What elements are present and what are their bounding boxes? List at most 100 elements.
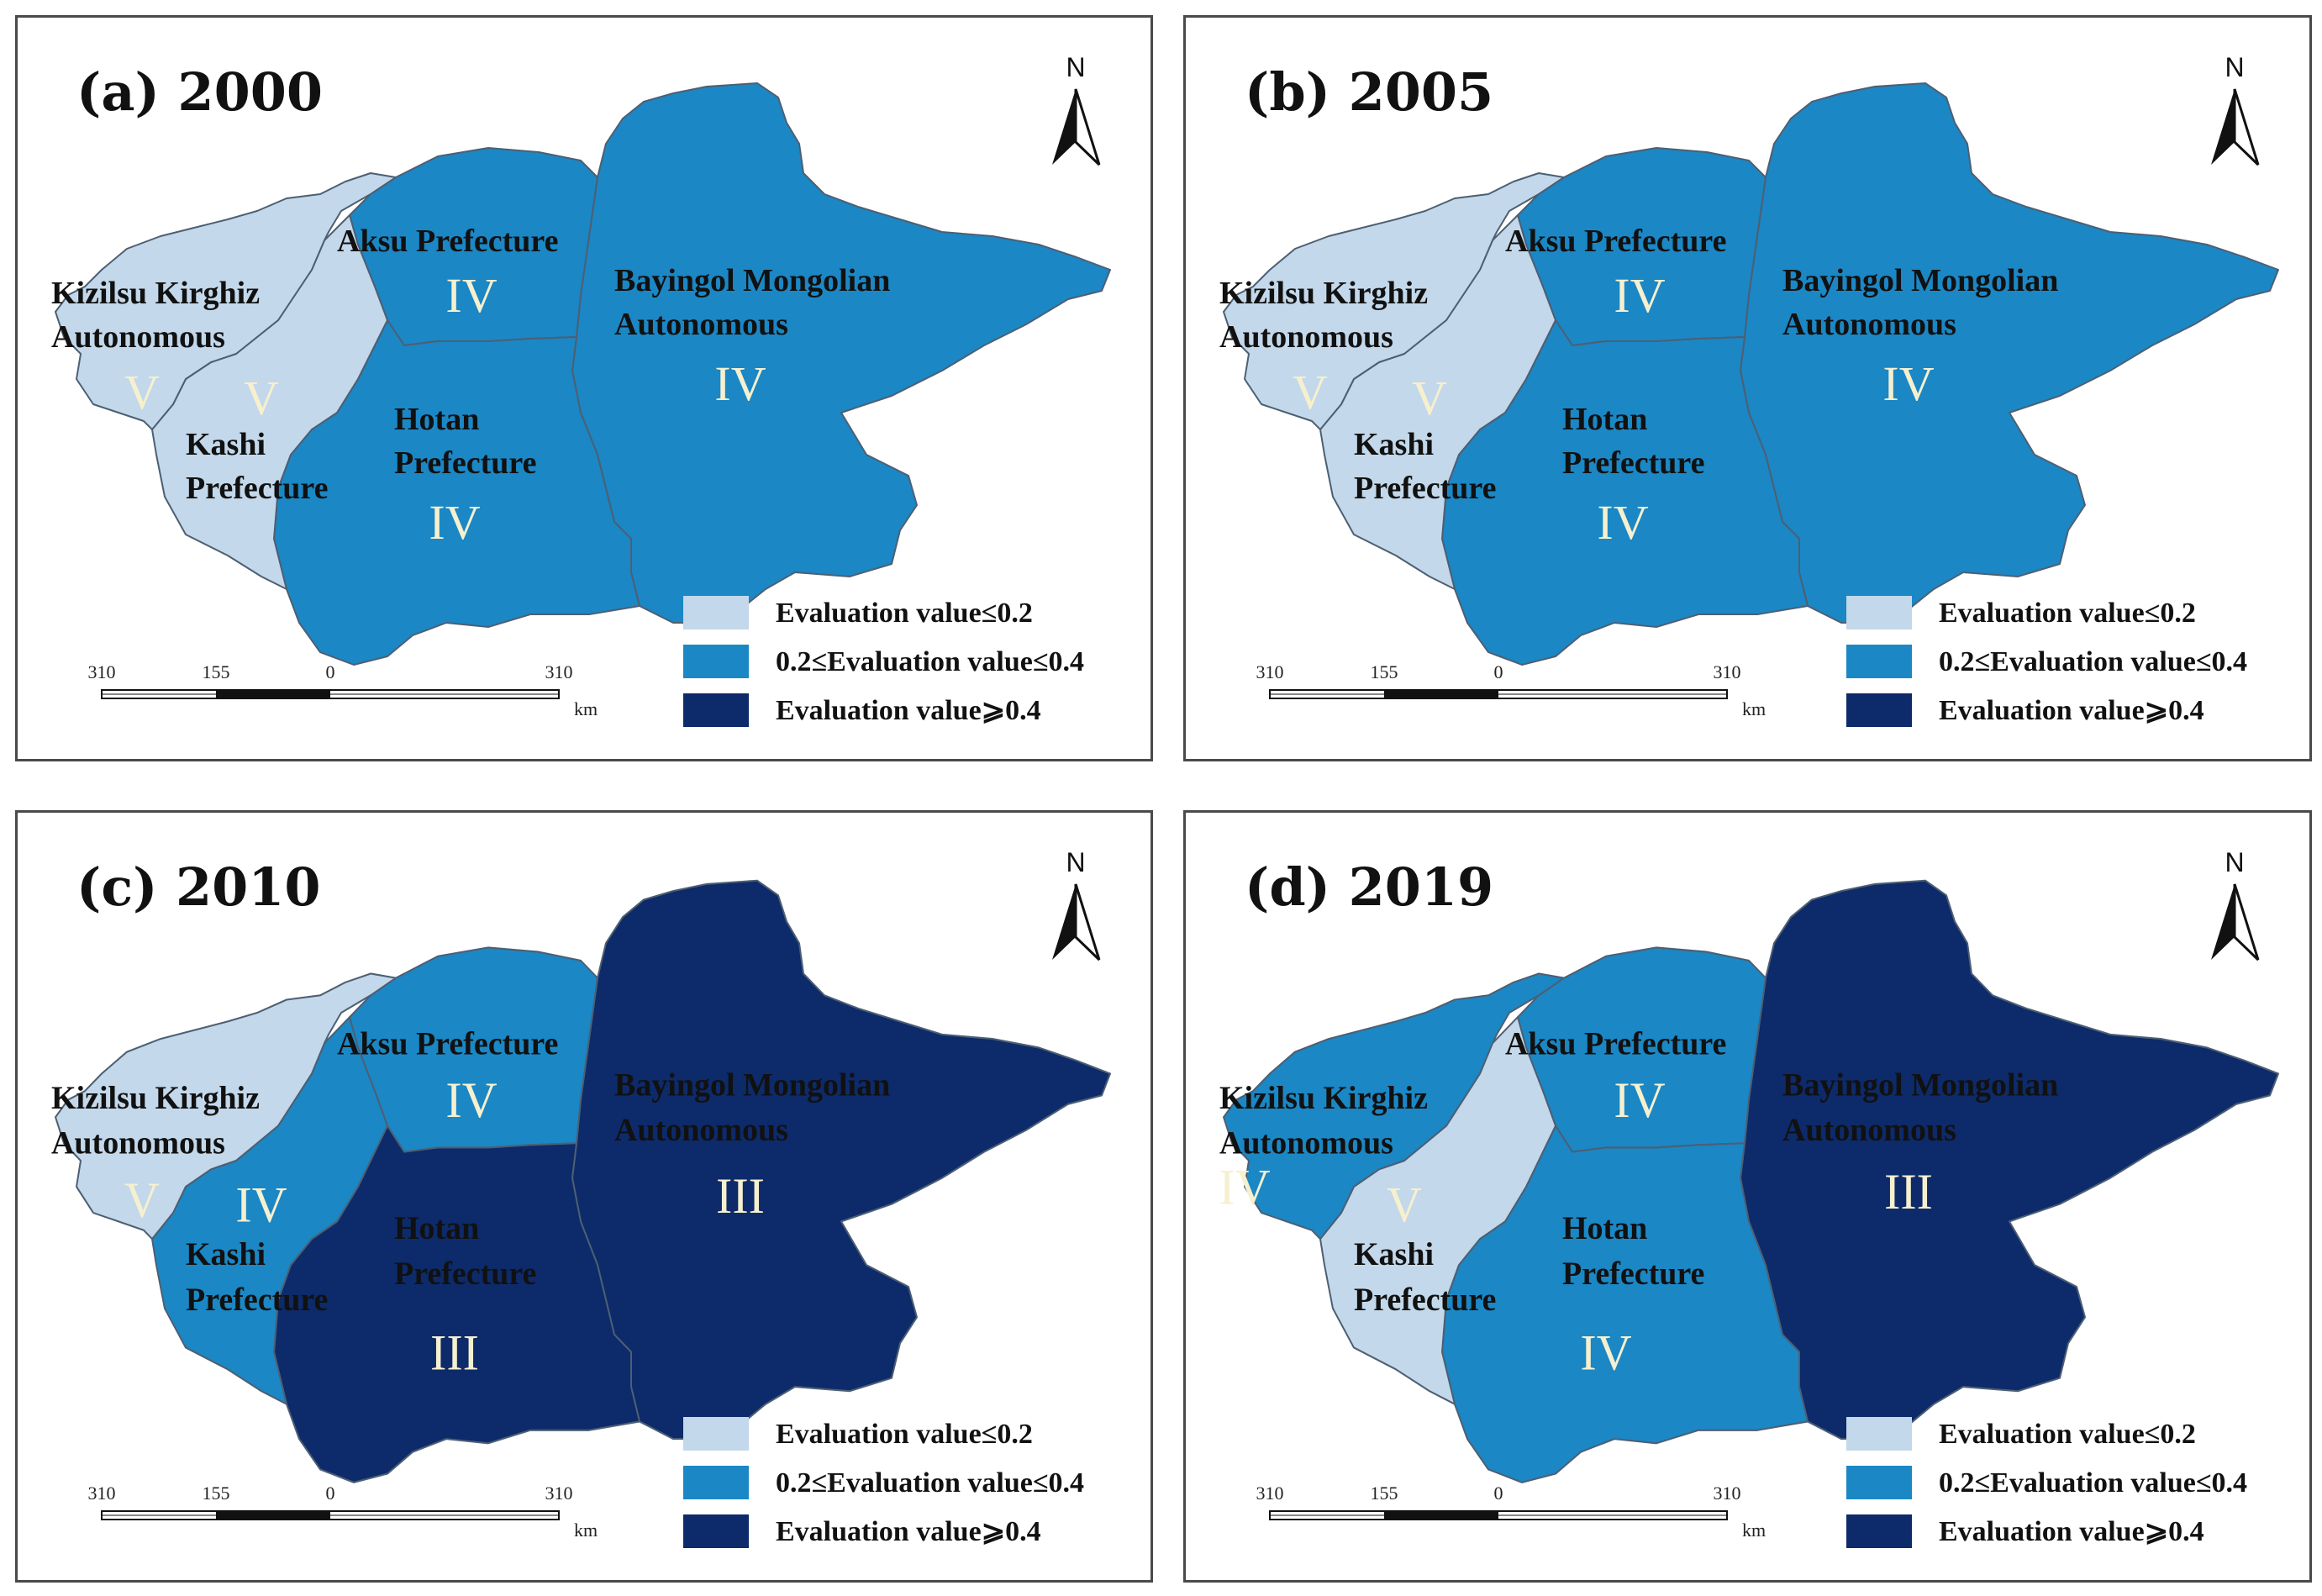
legend-label-low: Evaluation value≤0.2 xyxy=(776,598,1033,629)
legend-label-mid: 0.2≤Evaluation value≤0.4 xyxy=(1939,1467,2247,1499)
region-name-hotan-line2: Prefecture xyxy=(1562,445,1704,481)
north-arrow-icon xyxy=(2211,883,2260,961)
scale-unit: km xyxy=(574,698,598,719)
region-name-kashi: Kashi xyxy=(186,427,266,462)
map-canvas: Kizilsu Kirghiz Autonomous Kashi Prefecture… xyxy=(1219,52,2279,727)
legend-swatch-low xyxy=(683,596,749,629)
region-bayingol xyxy=(571,879,1111,1441)
region-name-kizilsu: Kizilsu Kirghiz xyxy=(1219,276,1428,311)
grade-label-hotan: IV xyxy=(1580,1324,1631,1380)
region-name-kizilsu-line2: Autonomous xyxy=(51,319,225,355)
scale-tick-label: 310 xyxy=(1256,1483,1284,1504)
grade-label-kashi: V xyxy=(244,371,279,425)
north-arrow-icon xyxy=(1052,88,1101,166)
legend-label-high: Evaluation value⩾0.4 xyxy=(1939,695,2204,726)
region-kizilsu xyxy=(1223,172,1565,430)
region-name-hotan-line2: Prefecture xyxy=(394,445,536,481)
region-name-kashi-line2: Prefecture xyxy=(1354,1282,1496,1318)
legend-swatch-low xyxy=(1846,596,1912,629)
scale-unit: km xyxy=(574,1520,598,1541)
region-bayingol xyxy=(571,82,1111,624)
grade-label-bayingol: IV xyxy=(1882,356,1934,411)
grade-label-kizilsu: V xyxy=(124,365,160,419)
region-name-kashi: Kashi xyxy=(1354,427,1434,462)
scale-tick-label: 0 xyxy=(326,1483,335,1504)
north-arrow-icon xyxy=(1052,883,1101,961)
grade-label-kizilsu: V xyxy=(1293,365,1328,419)
scale-tick-label: 310 xyxy=(1714,661,1741,682)
scale-bar xyxy=(1269,689,1728,699)
scale-tick-label: 310 xyxy=(88,1483,116,1504)
map-panel-b: Kizilsu Kirghiz Autonomous Kashi Prefecture… xyxy=(1183,15,2312,761)
region-name-bayingol-line2: Autonomous xyxy=(1782,307,1956,342)
region-name-bayingol-line2: Autonomous xyxy=(1782,1113,1956,1149)
region-name-kizilsu: Kizilsu Kirghiz xyxy=(1219,1080,1428,1116)
region-name-hotan: Hotan xyxy=(394,1211,479,1247)
north-label: N xyxy=(2225,52,2244,82)
scale-bar xyxy=(101,689,560,699)
region-name-hotan: Hotan xyxy=(394,402,479,437)
scale-bar xyxy=(101,1510,560,1520)
grade-label-hotan: IV xyxy=(1597,495,1648,550)
region-name-kizilsu: Kizilsu Kirghiz xyxy=(51,276,260,311)
region-name-aksu: Aksu Prefecture xyxy=(337,224,558,259)
region-kizilsu xyxy=(55,172,397,430)
scale-unit: km xyxy=(1742,1520,1766,1541)
legend-label-mid: 0.2≤Evaluation value≤0.4 xyxy=(776,1467,1084,1499)
region-name-bayingol: Bayingol Mongolian xyxy=(1782,1067,2058,1104)
region-kizilsu xyxy=(55,972,397,1240)
legend-swatch-mid xyxy=(1846,645,1912,678)
legend-swatch-high xyxy=(1846,1514,1912,1548)
region-name-kizilsu-line2: Autonomous xyxy=(51,1125,225,1161)
scale-tick-label: 0 xyxy=(326,661,335,682)
region-name-aksu: Aksu Prefecture xyxy=(337,1026,558,1062)
scale-tick-label: 310 xyxy=(545,661,573,682)
legend-label-low: Evaluation value≤0.2 xyxy=(1939,1419,2196,1450)
region-name-aksu: Aksu Prefecture xyxy=(1505,1026,1726,1062)
scale-tick-label: 310 xyxy=(1714,1483,1741,1504)
panel-title: (d) 2019 xyxy=(1245,856,1493,918)
grade-label-aksu: IV xyxy=(1614,1072,1665,1128)
legend-swatch-high xyxy=(683,693,749,727)
scale-tick-label: 155 xyxy=(1371,661,1398,682)
grade-label-bayingol: III xyxy=(716,1167,765,1224)
region-name-kashi-line2: Prefecture xyxy=(1354,471,1496,506)
legend-swatch-mid xyxy=(683,645,749,678)
legend-swatch-mid xyxy=(1846,1466,1912,1499)
grade-label-kizilsu: V xyxy=(124,1172,160,1228)
grade-label-aksu: IV xyxy=(1614,268,1665,323)
region-name-kizilsu-line2: Autonomous xyxy=(1219,319,1393,355)
scale-tick-label: 310 xyxy=(545,1483,573,1504)
legend-label-low: Evaluation value≤0.2 xyxy=(776,1419,1033,1450)
north-arrow-icon xyxy=(2211,88,2260,166)
north-label: N xyxy=(1066,847,1085,877)
grade-label-kashi: IV xyxy=(235,1177,287,1233)
region-name-hotan: Hotan xyxy=(1562,402,1647,437)
scale-bar xyxy=(1269,1510,1728,1520)
grade-label-kashi: V xyxy=(1387,1177,1422,1233)
scale-tick-label: 155 xyxy=(203,1483,230,1504)
region-name-hotan: Hotan xyxy=(1562,1211,1647,1247)
region-name-bayingol: Bayingol Mongolian xyxy=(614,263,890,298)
grade-label-hotan: III xyxy=(430,1324,479,1380)
region-kizilsu xyxy=(1223,972,1565,1240)
region-name-bayingol: Bayingol Mongolian xyxy=(1782,263,2058,298)
region-name-bayingol-line2: Autonomous xyxy=(614,1113,788,1149)
map-canvas: Kizilsu Kirghiz Autonomous Kashi Prefecture… xyxy=(1219,847,2279,1548)
map-panel-a: Kizilsu Kirghiz Autonomous Kashi Prefecture… xyxy=(15,15,1153,761)
panel-title: (a) 2000 xyxy=(76,61,323,123)
scale-unit: km xyxy=(1742,698,1766,719)
panel-title: (b) 2005 xyxy=(1245,61,1493,123)
region-name-kizilsu: Kizilsu Kirghiz xyxy=(51,1080,260,1116)
region-name-bayingol: Bayingol Mongolian xyxy=(614,1067,890,1104)
grade-label-aksu: IV xyxy=(445,268,497,323)
legend-label-mid: 0.2≤Evaluation value≤0.4 xyxy=(776,646,1084,677)
region-name-bayingol-line2: Autonomous xyxy=(614,307,788,342)
legend-label-mid: 0.2≤Evaluation value≤0.4 xyxy=(1939,646,2247,677)
region-name-kashi: Kashi xyxy=(186,1237,266,1273)
region-name-hotan-line2: Prefecture xyxy=(1562,1256,1704,1292)
map-panel-d: Kizilsu Kirghiz Autonomous Kashi Prefecture… xyxy=(1183,810,2312,1583)
legend-swatch-high xyxy=(683,1514,749,1548)
scale-tick-label: 310 xyxy=(1256,661,1284,682)
region-name-kashi-line2: Prefecture xyxy=(186,471,328,506)
